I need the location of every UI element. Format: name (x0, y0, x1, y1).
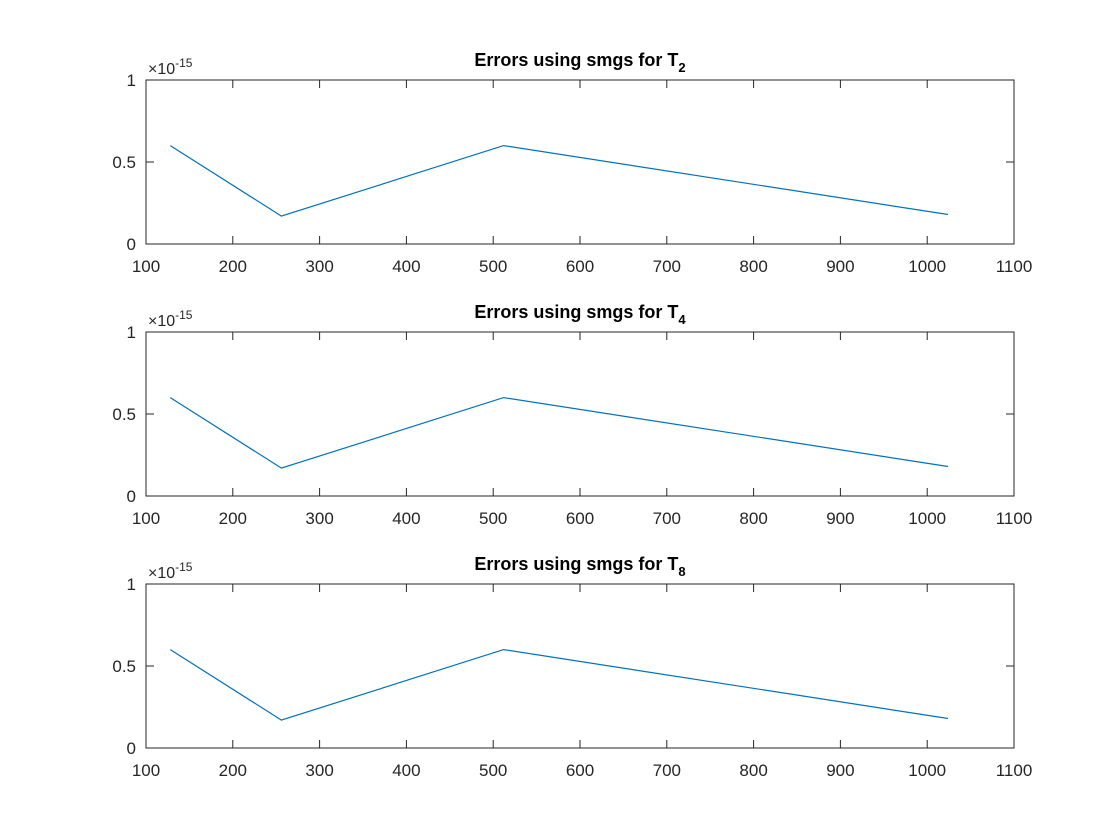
x-tick-label: 600 (566, 509, 594, 528)
chart-title: Errors using smgs for T4 (474, 302, 686, 327)
y-tick-label: 1 (127, 323, 136, 342)
chart-title-subscript: 4 (678, 312, 686, 327)
series-line (169, 144, 949, 217)
x-tick-label: 300 (305, 257, 333, 276)
x-tick-label: 800 (739, 761, 767, 780)
y-exponent-base: ×10 (148, 313, 175, 330)
chart-title: Errors using smgs for T2 (474, 50, 685, 75)
x-tick-label: 100 (132, 257, 160, 276)
chart-title-main: Errors using smgs for T (474, 554, 678, 574)
y-tick-label: 0.5 (112, 405, 136, 424)
series-line (169, 396, 949, 469)
x-tick-label: 500 (479, 509, 507, 528)
y-exponent-power: -15 (175, 560, 193, 574)
x-tick-label: 200 (219, 761, 247, 780)
x-tick-label: 700 (653, 509, 681, 528)
chart-title-main: Errors using smgs for T (474, 302, 678, 322)
chart-title-main: Errors using smgs for T (474, 50, 678, 70)
x-tick-label: 300 (305, 509, 333, 528)
x-tick-label: 400 (392, 761, 420, 780)
x-tick-label: 1100 (996, 509, 1033, 528)
y-tick-label: 0 (127, 487, 136, 506)
x-tick-label: 900 (826, 257, 854, 276)
x-tick-label: 1100 (996, 257, 1033, 276)
y-tick-label: 1 (127, 71, 136, 90)
y-exponent-label: ×10-15 (148, 56, 193, 78)
x-tick-label: 1100 (996, 761, 1033, 780)
x-tick-label: 600 (566, 761, 594, 780)
y-exponent-base: ×10 (148, 565, 175, 582)
y-tick-label: 0.5 (112, 657, 136, 676)
x-tick-label: 500 (479, 761, 507, 780)
chart-title-subscript: 2 (678, 60, 685, 75)
x-tick-label: 1000 (908, 509, 946, 528)
x-tick-label: 400 (392, 509, 420, 528)
y-exponent-power: -15 (175, 308, 193, 322)
chart-title-subscript: 8 (678, 564, 685, 579)
plot-area (145, 583, 1015, 749)
y-tick-label: 1 (127, 575, 136, 594)
y-tick-label: 0 (127, 739, 136, 758)
x-tick-label: 400 (392, 257, 420, 276)
y-tick-label: 0.5 (112, 153, 136, 172)
x-tick-label: 200 (219, 509, 247, 528)
y-exponent-label: ×10-15 (148, 308, 193, 330)
x-tick-label: 500 (479, 257, 507, 276)
plot-area (145, 331, 1015, 497)
x-tick-label: 100 (132, 509, 160, 528)
y-tick-label: 0 (127, 235, 136, 254)
y-exponent-base: ×10 (148, 61, 175, 78)
x-tick-label: 300 (305, 761, 333, 780)
subplot-3: 100 200 300 400 500 600 700 800 900 1000 1100 0 0.5 1… (112, 554, 1032, 780)
x-tick-label: 100 (132, 761, 160, 780)
x-tick-label: 700 (653, 761, 681, 780)
x-tick-label: 800 (739, 509, 767, 528)
x-tick-label: 800 (739, 257, 767, 276)
x-tick-label: 1000 (908, 257, 946, 276)
x-tick-label: 900 (826, 509, 854, 528)
x-tick-label: 200 (219, 257, 247, 276)
x-tick-label: 900 (826, 761, 854, 780)
y-exponent-power: -15 (175, 56, 193, 70)
series-line (169, 648, 949, 721)
x-tick-label: 700 (653, 257, 681, 276)
subplot-2: 100 200 300 400 500 600 700 800 900 1000 1100 0 0.5 1… (112, 302, 1032, 528)
y-exponent-label: ×10-15 (148, 560, 193, 582)
subplot-1: 100 200 300 400 500 600 700 800 900 1000 1100 0 0.5 1… (112, 50, 1032, 276)
plot-area (145, 79, 1015, 245)
x-tick-label: 1000 (908, 761, 946, 780)
chart-title: Errors using smgs for T8 (474, 554, 685, 579)
x-tick-label: 600 (566, 257, 594, 276)
